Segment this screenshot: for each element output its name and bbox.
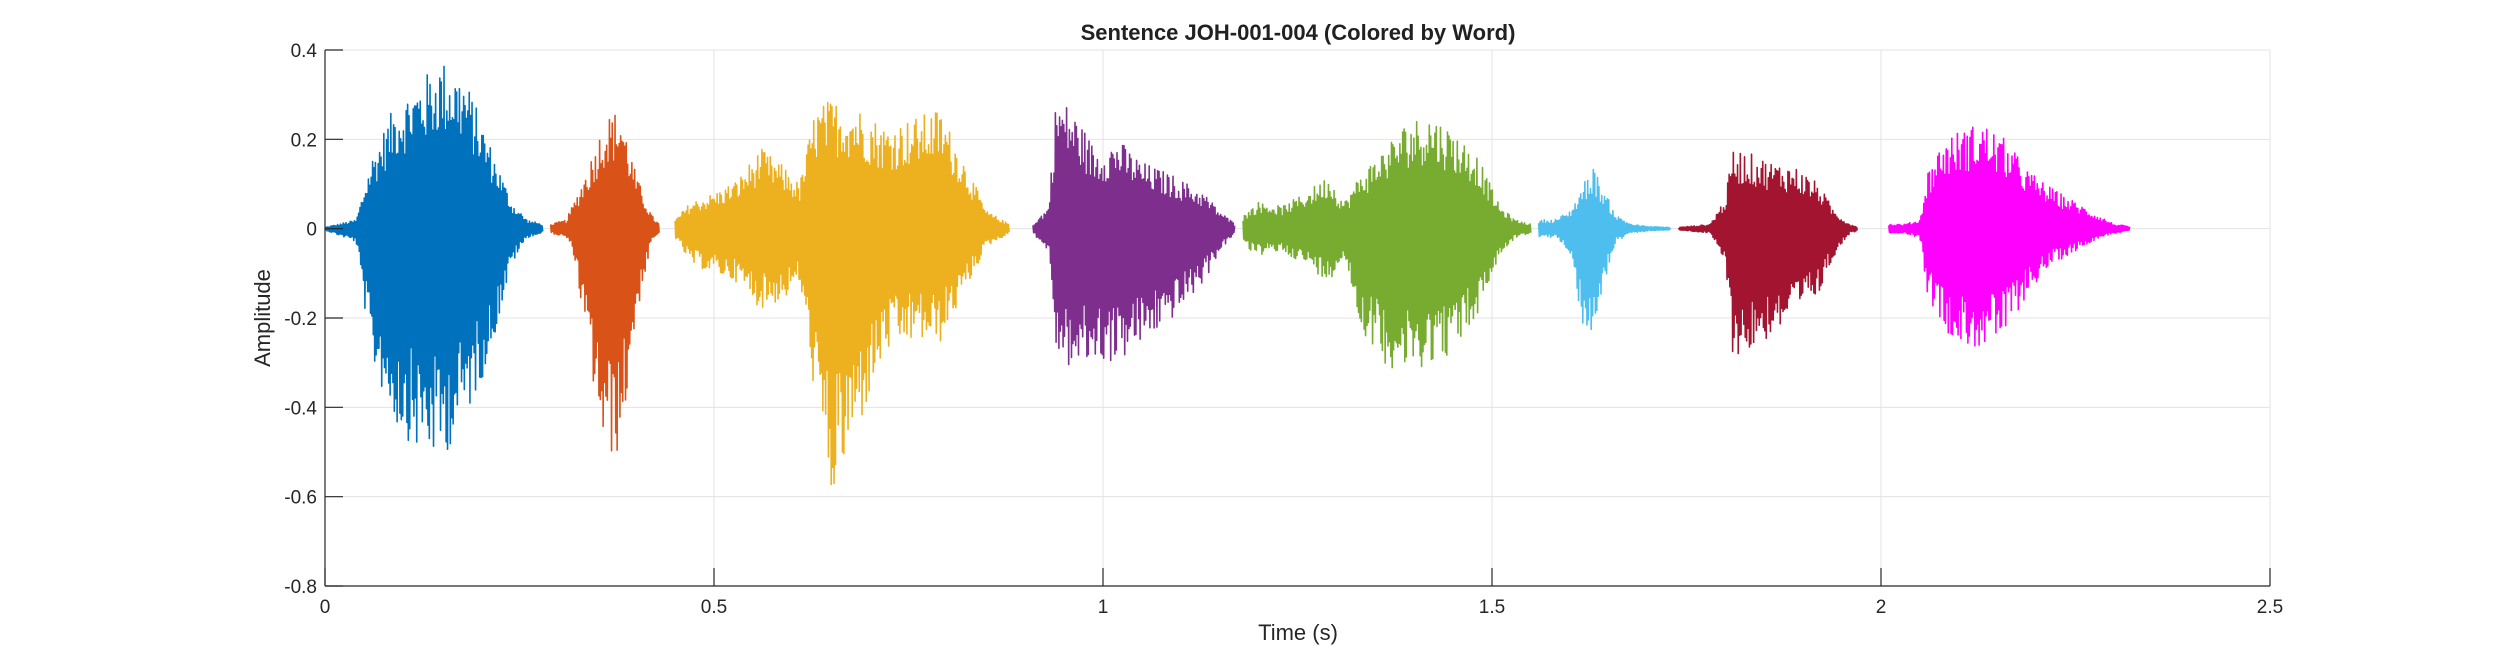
y-tick-label: 0.2 [291, 130, 317, 151]
y-tick-label: 0.4 [291, 41, 318, 62]
tick-labels: 0 0.5 1 1.5 2 2.5 -0.8 -0.6 -0.4 -0.2 0 0.2 0.4 [284, 41, 2283, 618]
x-tick-label: 0.5 [701, 597, 727, 618]
y-tick-label: 0 [306, 220, 317, 241]
word-segment-3 [674, 101, 1010, 486]
x-tick-label: 0 [320, 597, 331, 618]
x-tick-label: 1 [1098, 597, 1109, 618]
waveform-plot [324, 65, 2131, 486]
word-segment-2 [549, 114, 660, 452]
word-segment-6 [1537, 168, 1672, 331]
x-tick-label: 2.5 [2257, 597, 2283, 618]
axes [324, 49, 2271, 587]
word-segment-1 [324, 65, 544, 451]
word-segment-8 [1887, 126, 2131, 347]
x-axis-label: Time (s) [1258, 620, 1338, 645]
x-tick-label: 2 [1876, 597, 1887, 618]
y-axis-label: Amplitude [250, 269, 275, 367]
y-tick-label: -0.6 [284, 488, 317, 509]
y-tick-label: -0.2 [284, 309, 317, 330]
x-tick-label: 1.5 [1479, 597, 1505, 618]
y-tick-label: -0.8 [284, 577, 317, 598]
chart-title: Sentence JOH-001-004 (Colored by Word) [1081, 20, 1516, 45]
word-segment-4 [1032, 107, 1236, 366]
word-segment-5 [1242, 120, 1532, 369]
word-segment-7 [1677, 151, 1859, 355]
y-tick-label: -0.4 [284, 398, 317, 419]
